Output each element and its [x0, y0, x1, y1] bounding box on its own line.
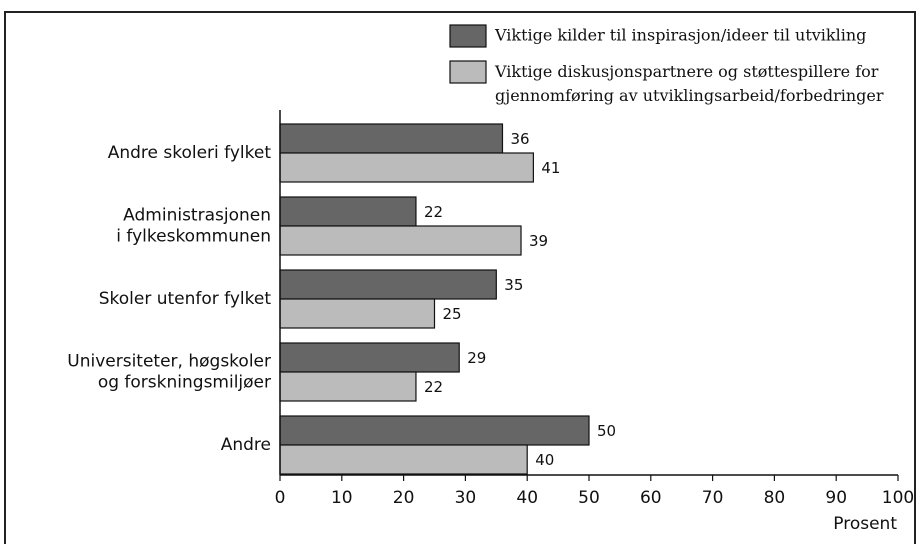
value-label: 50: [597, 422, 616, 440]
y-tick-label: Skoler utenfor fylket: [99, 289, 272, 309]
frame: [4, 11, 916, 544]
bar: [279, 415, 590, 446]
value-label: 22: [424, 203, 443, 221]
bar: [279, 444, 528, 475]
x-axis-label: Prosent: [833, 514, 897, 534]
value-label: 39: [529, 232, 548, 250]
y-tick-label: Universiteter, høgskoler og forskningsmil…: [67, 352, 271, 393]
value-label: 40: [535, 451, 554, 469]
x-tick-label: 50: [578, 488, 600, 508]
legend-label: Viktige kilder til inspirasjon/ideer til…: [494, 26, 866, 45]
bar: [279, 269, 497, 300]
x-tick-label: 40: [516, 488, 538, 508]
bar: [279, 298, 436, 329]
legend-swatch: [449, 60, 487, 84]
x-tick-label: 60: [640, 488, 662, 508]
bar: [279, 196, 417, 227]
bar: [279, 371, 417, 402]
y-tick-label: Andre: [221, 435, 271, 455]
x-tick-label: 20: [393, 488, 415, 508]
x-tick-label: 0: [275, 488, 286, 508]
legend-swatch: [449, 24, 487, 48]
bar: [279, 225, 522, 256]
value-label: 29: [467, 349, 486, 367]
value-label: 41: [541, 159, 560, 177]
value-label: 22: [424, 378, 443, 396]
value-label: 25: [443, 305, 462, 323]
x-tick-label: 70: [702, 488, 724, 508]
x-tick-label: 100: [882, 488, 914, 508]
x-tick-label: 30: [455, 488, 477, 508]
bar: [279, 342, 460, 373]
x-tick-label: 10: [331, 488, 353, 508]
x-tick-label: 90: [825, 488, 847, 508]
x-tick-label: 80: [764, 488, 786, 508]
legend-label: Viktige diskusjonspartnere og støttespil…: [494, 62, 884, 105]
bar: [279, 152, 534, 183]
bar: [279, 123, 504, 154]
y-tick-label: Andre skoleri fylket: [108, 143, 272, 163]
value-label: 36: [510, 130, 529, 148]
value-label: 35: [504, 276, 523, 294]
y-tick-label: Administrasjonen i fylkeskommunen: [116, 206, 271, 247]
